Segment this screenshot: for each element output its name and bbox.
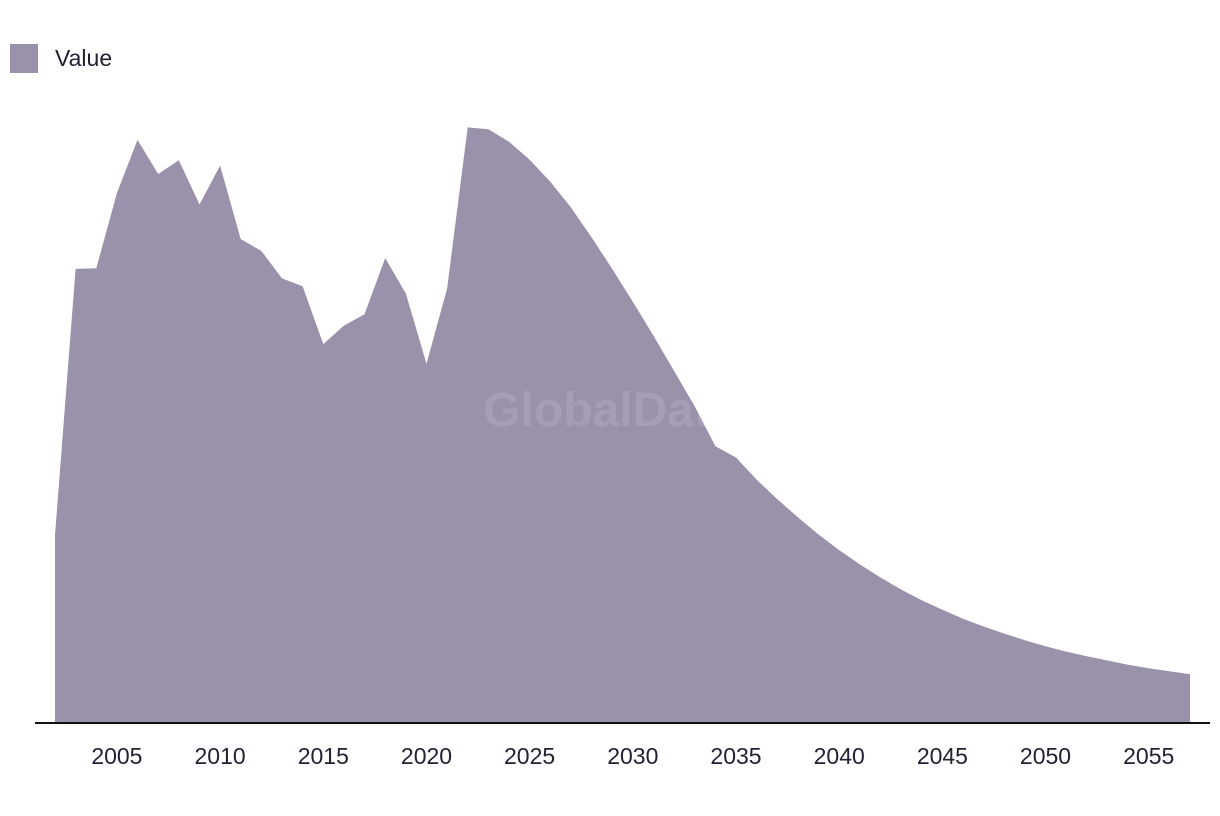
legend: Value [10,44,112,73]
x-tick-label: 2005 [91,743,142,769]
x-tick-label: 2045 [917,743,968,769]
legend-label: Value [55,45,113,71]
x-tick-label: 2015 [298,743,349,769]
x-tick-label: 2055 [1123,743,1174,769]
x-tick-label: 2035 [710,743,761,769]
x-axis-ticks: 2005 2010 2015 2020 2025 2030 2035 2040 2045 2050… [91,743,1174,769]
x-tick-label: 2030 [607,743,658,769]
x-tick-label: 2020 [401,743,452,769]
x-tick-label: 2050 [1020,743,1071,769]
legend-swatch [10,44,38,73]
series-areas [55,127,1190,722]
x-tick-label: 2010 [195,743,246,769]
x-tick-label: 2040 [814,743,865,769]
series-area-0 [55,127,1190,722]
watermark-text: GlobalData [483,384,737,437]
x-tick-label: 2025 [504,743,555,769]
